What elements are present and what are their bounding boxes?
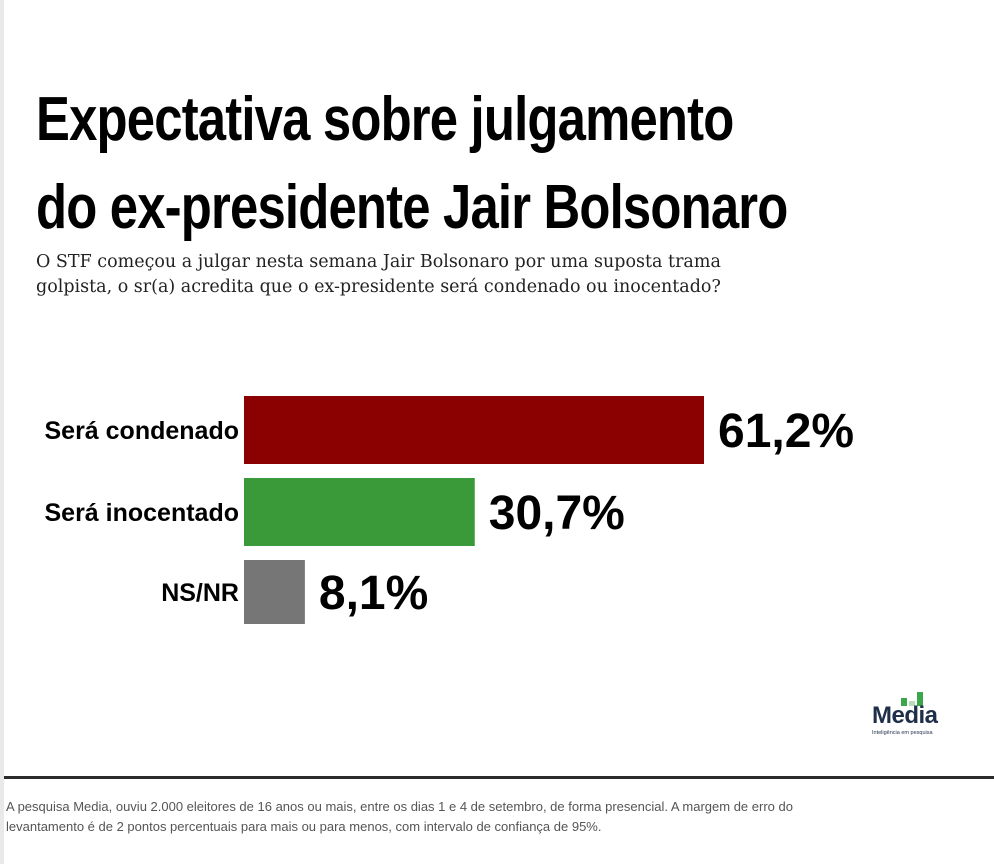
chart-title: Expectativa sobre julgamento do ex-presi… [36, 76, 790, 252]
logo-tagline: Inteligência em pesquisa [872, 730, 933, 736]
left-edge-strip [0, 0, 4, 864]
value-label-1: 30,7% [489, 487, 625, 540]
logo-wordmark: Media [872, 702, 938, 729]
methodology-note: A pesquisa Media, ouviu 2.000 eleitores … [6, 797, 946, 837]
bar-1 [244, 478, 475, 546]
category-label-2: NS/NR [161, 579, 239, 607]
bar-2 [244, 560, 305, 624]
category-label-1: Será inocentado [45, 499, 240, 527]
methodology-note-line-1: A pesquisa Media, ouviu 2.000 eleitores … [6, 799, 793, 814]
value-label-0: 61,2% [718, 405, 854, 458]
survey-question-line-1: O STF começou a julgar nesta semana Jair… [36, 252, 721, 272]
survey-question: O STF começou a julgar nesta semana Jair… [36, 250, 796, 300]
media-logo: Media Inteligência em pesquisa [870, 690, 960, 740]
footer-divider [4, 776, 994, 779]
value-label-2: 8,1% [319, 567, 428, 620]
chart-title-line-1: Expectativa sobre julgamento [36, 85, 734, 154]
logo-bars-icon [901, 692, 931, 706]
chart-title-line-2: do ex-presidente Jair Bolsonaro [36, 173, 788, 242]
methodology-note-line-2: levantamento é de 2 pontos percentuais p… [6, 819, 602, 834]
bar-chart: Será condenado 61,2% Será inocentado 30,7% N… [45, 396, 854, 624]
bar-0 [244, 396, 704, 464]
category-label-0: Será condenado [45, 417, 240, 445]
survey-question-line-2: golpista, o sr(a) acredita que o ex-pres… [36, 277, 721, 297]
